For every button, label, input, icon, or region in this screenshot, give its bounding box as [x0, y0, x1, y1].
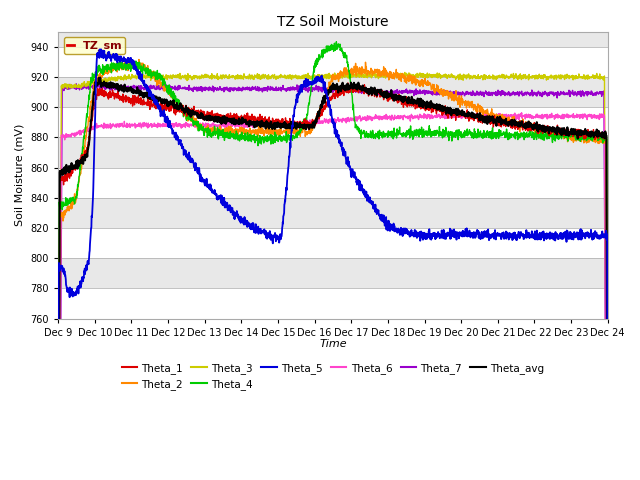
Theta_1	[83, 154, 90, 160]
Theta_3	[401, 70, 409, 75]
Theta_5	[83, 263, 90, 268]
Line: Theta_avg: Theta_avg	[58, 78, 608, 480]
Legend: Theta_1, Theta_2, Theta_3, Theta_4, Theta_5, Theta_6, Theta_7, Theta_avg: Theta_1, Theta_2, Theta_3, Theta_4, Thet…	[117, 359, 548, 394]
Theta_3	[83, 83, 90, 89]
Theta_5	[97, 47, 105, 52]
Bar	[58, 288, 608, 319]
Theta_avg	[588, 129, 596, 134]
Theta_6	[487, 111, 495, 117]
Line: Theta_5: Theta_5	[58, 49, 608, 480]
Theta_5	[322, 90, 330, 96]
Theta_4	[588, 135, 596, 141]
Bar	[58, 77, 608, 107]
Theta_3	[307, 76, 315, 82]
Line: Theta_6: Theta_6	[58, 112, 608, 480]
Theta_4	[321, 47, 329, 52]
Theta_7	[83, 85, 90, 91]
Theta_7	[588, 90, 596, 96]
Line: Theta_2: Theta_2	[58, 60, 608, 480]
Theta_6	[588, 112, 596, 118]
Theta_avg	[322, 94, 330, 99]
Bar	[58, 258, 608, 288]
Theta_6	[307, 120, 315, 126]
Bar	[58, 198, 608, 228]
Line: Theta_4: Theta_4	[58, 42, 608, 480]
Theta_avg	[83, 153, 90, 159]
Theta_6	[83, 127, 90, 133]
Theta_2	[588, 134, 596, 140]
Theta_avg	[588, 132, 596, 137]
Theta_5	[588, 231, 596, 237]
Theta_1	[307, 122, 315, 128]
Theta_3	[487, 74, 495, 80]
Theta_7	[307, 84, 315, 90]
Theta_4	[588, 134, 596, 140]
Theta_6	[463, 109, 471, 115]
Theta_1	[344, 80, 352, 86]
Theta_2	[322, 93, 330, 99]
Theta_avg	[307, 123, 315, 129]
Theta_4	[487, 130, 495, 135]
Theta_1	[588, 129, 596, 135]
Y-axis label: Soil Moisture (mV): Soil Moisture (mV)	[15, 124, 25, 227]
Theta_2	[487, 113, 495, 119]
Theta_avg	[96, 75, 104, 81]
Theta_7	[588, 89, 596, 95]
Theta_1	[588, 131, 596, 136]
Theta_1	[487, 116, 495, 122]
Theta_5	[487, 233, 495, 239]
Line: Theta_7: Theta_7	[58, 83, 608, 480]
Theta_avg	[487, 116, 495, 122]
Theta_4	[83, 118, 90, 124]
Theta_6	[588, 113, 596, 119]
Theta_2	[307, 125, 315, 131]
Bar	[58, 168, 608, 198]
Theta_3	[321, 73, 329, 79]
X-axis label: Time: Time	[319, 339, 347, 349]
Theta_5	[307, 79, 315, 85]
Theta_4	[333, 39, 340, 45]
Bar	[58, 228, 608, 258]
Theta_1	[321, 104, 329, 109]
Theta_5	[588, 234, 596, 240]
Bar	[58, 137, 608, 168]
Theta_7	[487, 90, 495, 96]
Theta_2	[83, 132, 90, 138]
Bar	[58, 107, 608, 137]
Theta_6	[321, 119, 329, 124]
Title: TZ Soil Moisture: TZ Soil Moisture	[277, 15, 388, 29]
Theta_7	[322, 86, 330, 92]
Theta_2	[588, 138, 596, 144]
Theta_7	[84, 80, 92, 86]
Bar	[58, 47, 608, 77]
Theta_3	[588, 74, 596, 80]
Theta_3	[588, 74, 596, 80]
Line: Theta_1: Theta_1	[58, 83, 608, 480]
Theta_2	[135, 57, 143, 62]
Theta_4	[307, 89, 315, 95]
Line: Theta_3: Theta_3	[58, 72, 608, 480]
